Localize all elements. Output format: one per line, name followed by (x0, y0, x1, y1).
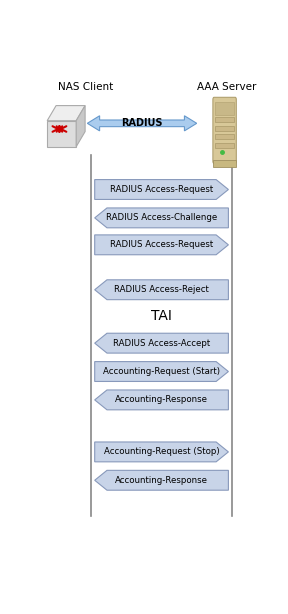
Polygon shape (47, 106, 85, 121)
Text: RADIUS Access-Accept: RADIUS Access-Accept (113, 339, 210, 348)
Polygon shape (95, 362, 228, 381)
Bar (215, 142, 234, 148)
Polygon shape (95, 390, 228, 410)
Text: RADIUS Access-Request: RADIUS Access-Request (110, 185, 213, 194)
Polygon shape (95, 179, 228, 200)
Text: RADIUS: RADIUS (121, 119, 163, 128)
Polygon shape (95, 208, 228, 228)
Bar (215, 117, 234, 122)
Polygon shape (76, 106, 85, 147)
Bar (215, 134, 234, 139)
Polygon shape (87, 116, 197, 131)
Polygon shape (95, 470, 228, 490)
Text: NAS Client: NAS Client (58, 82, 113, 92)
Polygon shape (95, 235, 228, 255)
FancyBboxPatch shape (213, 97, 236, 163)
Bar (215, 101, 234, 115)
Bar (213, 160, 236, 167)
Polygon shape (47, 121, 76, 147)
Text: RADIUS Access-Reject: RADIUS Access-Reject (114, 286, 209, 294)
Text: Accounting-Response: Accounting-Response (115, 395, 208, 405)
Text: TAI: TAI (151, 309, 172, 323)
Text: Accounting-Request (Start): Accounting-Request (Start) (103, 367, 220, 376)
Polygon shape (95, 442, 228, 462)
Bar (215, 126, 234, 131)
Text: RADIUS Access-Request: RADIUS Access-Request (110, 240, 213, 249)
Text: RADIUS Access-Challenge: RADIUS Access-Challenge (106, 214, 217, 222)
Text: Accounting-Request (Stop): Accounting-Request (Stop) (104, 448, 219, 456)
Text: Accounting-Response: Accounting-Response (115, 476, 208, 485)
Polygon shape (95, 280, 228, 300)
Text: AAA Server: AAA Server (197, 82, 256, 92)
Polygon shape (95, 333, 228, 353)
